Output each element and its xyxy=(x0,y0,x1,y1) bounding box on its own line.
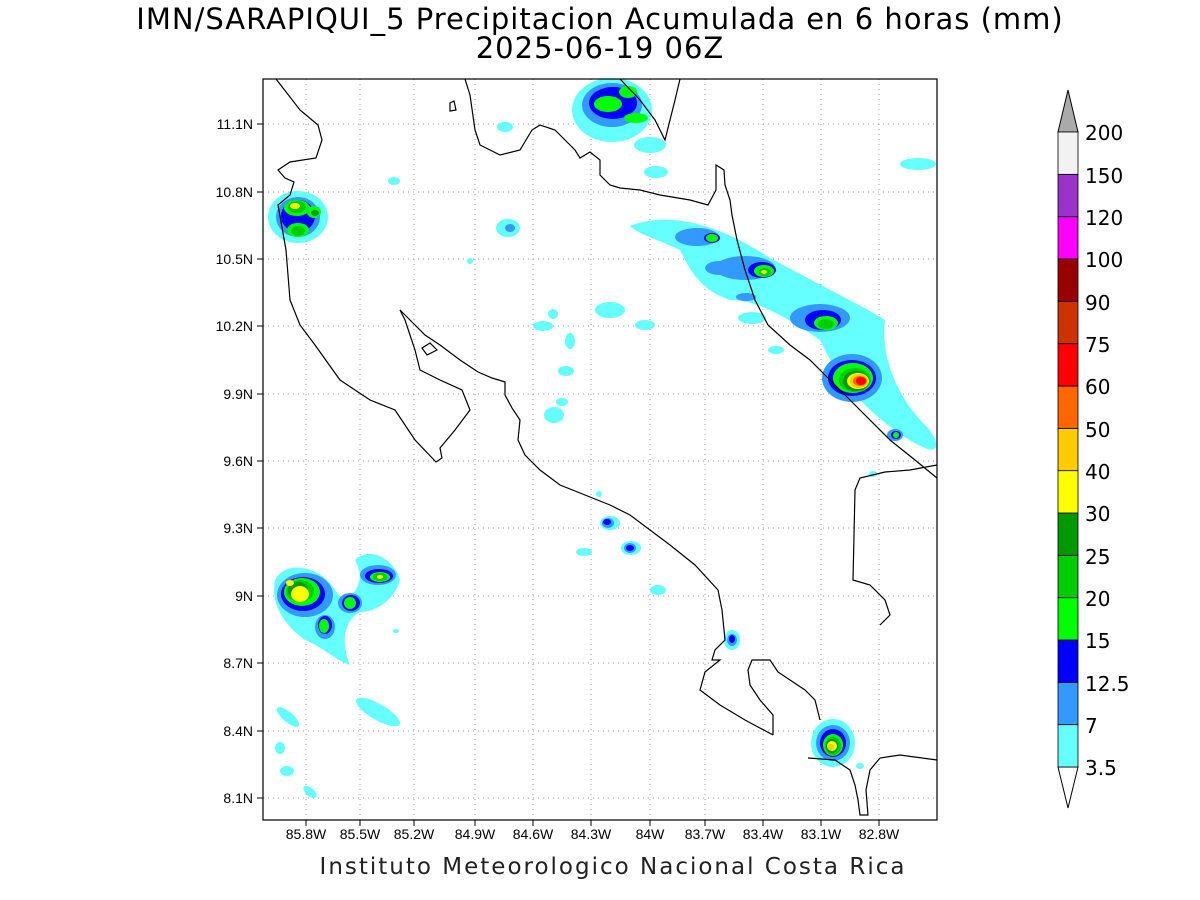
lon-tick-label: 83.4W xyxy=(743,826,784,842)
lat-tick-label: 10.2N xyxy=(216,318,253,334)
colorbar-swatch xyxy=(1057,385,1079,429)
lon-tick-label: 85.2W xyxy=(394,826,435,842)
colorbar-label: 100 xyxy=(1085,248,1123,272)
colorbar-swatch xyxy=(1057,173,1079,218)
colorbar-label: 60 xyxy=(1085,375,1110,399)
lat-tick-label: 8.1N xyxy=(223,790,253,806)
lat-tick-label: 9.9N xyxy=(223,386,253,402)
map-frame xyxy=(262,78,938,821)
colorbar-swatch xyxy=(1057,131,1079,175)
colorbar-swatch xyxy=(1057,470,1079,514)
colorbar-swatch xyxy=(1057,300,1079,345)
lon-tick-label: 84.6W xyxy=(513,826,554,842)
colorbar-label: 7 xyxy=(1085,714,1098,738)
map-title: IMN/SARAPIQUI_5 Precipitacion Acumulada … xyxy=(136,2,1064,36)
colorbar-swatch xyxy=(1057,724,1079,768)
colorbar-label: 90 xyxy=(1085,291,1110,315)
colorbar-swatch xyxy=(1057,216,1079,260)
lon-tick-label: 83.7W xyxy=(685,826,726,842)
colorbar-swatch xyxy=(1057,597,1079,641)
lat-tick-label: 8.7N xyxy=(223,655,253,671)
lon-tick-label: 85.8W xyxy=(286,826,327,842)
colorbar-swatch xyxy=(1057,512,1079,556)
colorbar-label: 3.5 xyxy=(1085,756,1117,780)
map-gridlines xyxy=(263,79,937,820)
colorbar-label: 15 xyxy=(1085,629,1110,653)
colorbar-label: 40 xyxy=(1085,460,1110,484)
precipitation-field xyxy=(268,79,937,798)
lon-axis-labels: 85.8W 85.5W 85.2W 84.9W 84.6W 84.3W 84W … xyxy=(286,826,900,842)
colorbar-swatch xyxy=(1057,258,1079,302)
colorbar-label: 200 xyxy=(1085,121,1123,145)
lon-tick-label: 83.1W xyxy=(801,826,842,842)
colorbar-label: 12.5 xyxy=(1085,672,1130,696)
colorbar-label: 150 xyxy=(1085,164,1123,188)
lon-tick-label: 84W xyxy=(636,826,666,842)
credit-line: Instituto Meteorologico Nacional Costa R… xyxy=(319,854,907,880)
colorbar: 3.5 7 12.5 15 20 25 30 40 50 60 75 90 10… xyxy=(1057,89,1130,809)
lat-tick-label: 9N xyxy=(235,588,253,604)
lat-tick-label: 9.6N xyxy=(223,453,253,469)
colorbar-label: 120 xyxy=(1085,206,1123,230)
axis-ticks xyxy=(257,123,880,826)
coastlines xyxy=(275,79,937,816)
rain-band-caribbean xyxy=(630,219,937,450)
colorbar-label: 20 xyxy=(1085,587,1110,611)
colorbar-swatch xyxy=(1057,427,1079,472)
colorbar-swatch xyxy=(1057,681,1079,726)
colorbar-swatch xyxy=(1057,554,1079,599)
map-datetime: 2025-06-19 06Z xyxy=(475,31,725,65)
colorbar-swatch xyxy=(1057,343,1079,387)
rain-max-caribbean xyxy=(856,377,866,385)
lon-tick-label: 84.3W xyxy=(571,826,612,842)
lon-tick-label: 85.5W xyxy=(340,826,381,842)
lat-tick-label: 11.1N xyxy=(217,116,253,132)
lat-tick-label: 9.3N xyxy=(223,520,253,536)
colorbar-label: 75 xyxy=(1085,333,1110,357)
colorbar-label: 30 xyxy=(1085,502,1110,526)
colorbar-high-arrow xyxy=(1057,89,1079,133)
lat-tick-label: 10.5N xyxy=(216,251,253,267)
colorbar-labels: 3.5 7 12.5 15 20 25 30 40 50 60 75 90 10… xyxy=(1085,121,1130,780)
colorbar-swatch xyxy=(1057,639,1079,683)
colorbar-label: 25 xyxy=(1085,545,1110,569)
lat-axis-labels: 11.1N 10.8N 10.5N 10.2N 9.9N 9.6N 9.3N 9… xyxy=(216,116,253,806)
lat-tick-label: 8.4N xyxy=(223,723,253,739)
lon-tick-label: 84.9W xyxy=(455,826,496,842)
colorbar-low-arrow xyxy=(1057,766,1079,809)
lon-tick-label: 82.8W xyxy=(859,826,900,842)
lat-tick-label: 10.8N xyxy=(216,184,253,200)
colorbar-label: 50 xyxy=(1085,418,1110,442)
